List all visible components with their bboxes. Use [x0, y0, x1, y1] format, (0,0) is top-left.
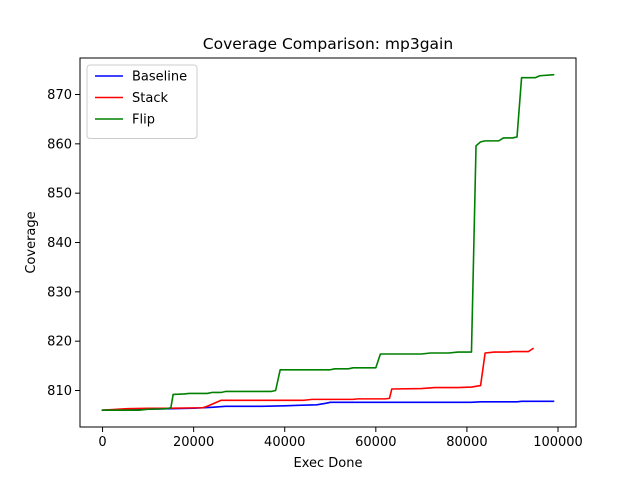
y-tick-label: 810: [47, 384, 72, 399]
legend-label-flip: Flip: [132, 113, 155, 128]
x-tick-label: 100000: [533, 435, 583, 450]
x-axis-label: Exec Done: [294, 456, 363, 471]
x-axis: 0 20000 40000 60000 80000 100000: [98, 427, 583, 450]
y-tick-label: 870: [47, 88, 72, 103]
y-axis-label: Coverage: [24, 211, 39, 273]
x-tick-label: 80000: [446, 435, 487, 450]
series-line-flip: [101, 73, 555, 412]
y-tick-label: 830: [47, 285, 72, 300]
x-tick-label: 0: [98, 435, 106, 450]
y-tick-label: 850: [47, 187, 72, 202]
legend-label-stack: Stack: [132, 91, 168, 106]
legend-box: [86, 64, 198, 139]
y-tick-label: 860: [47, 137, 72, 152]
x-tick-label: 40000: [264, 435, 305, 450]
chart-title: Coverage Comparison: mp3gain: [203, 35, 453, 53]
x-tick-label: 60000: [355, 435, 396, 450]
series-lines: [101, 73, 555, 412]
series-line-stack: [101, 347, 535, 412]
y-tick-label: 820: [47, 335, 72, 350]
x-tick-label: 20000: [173, 435, 214, 450]
legend-label-baseline: Baseline: [132, 70, 187, 85]
legend: Baseline Stack Flip: [86, 64, 198, 139]
y-tick-label: 840: [47, 236, 72, 251]
y-axis: 810 820 830 840 850 860 870: [47, 88, 80, 399]
